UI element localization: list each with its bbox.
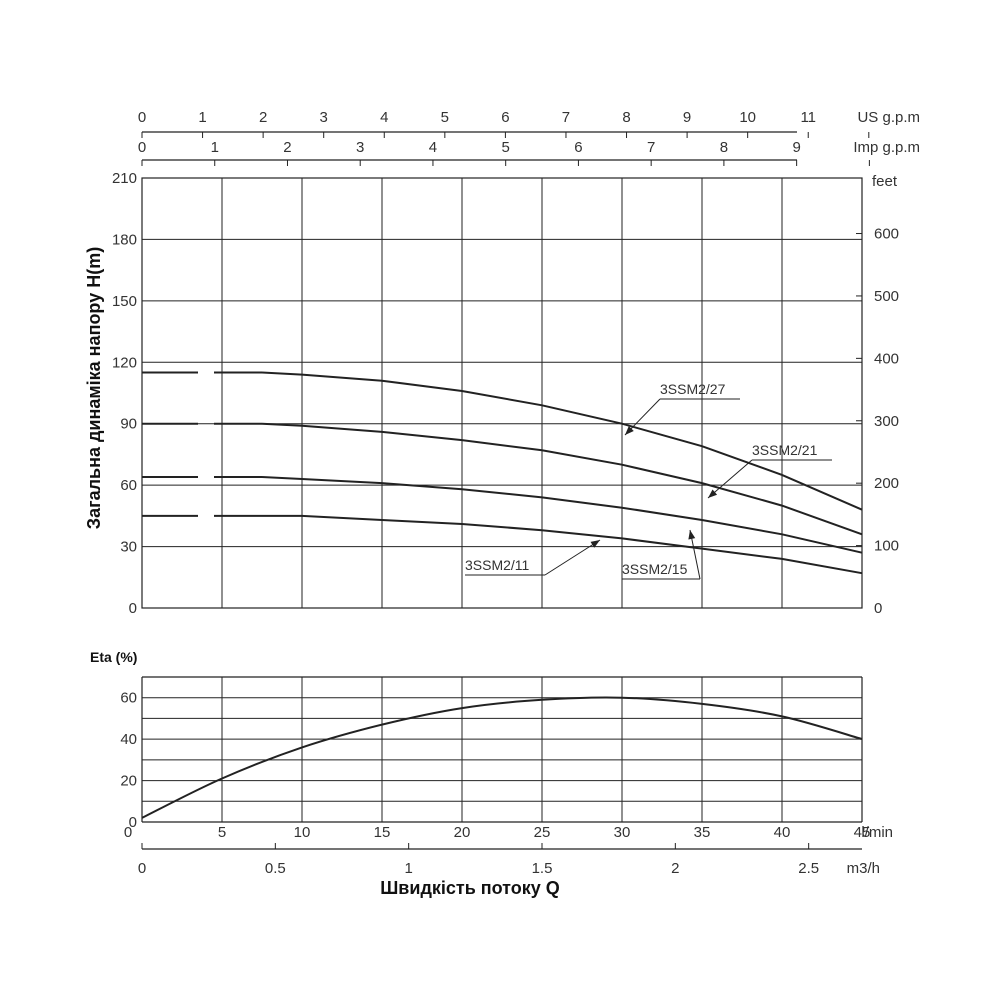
head-plot-frame: [142, 178, 862, 608]
feet-tick-label: 600: [874, 226, 899, 243]
lmin-tick-label: 15: [374, 824, 391, 841]
us-gpm-tick-label: 7: [562, 109, 570, 126]
imp-gpm-tick-label: 8: [720, 139, 728, 156]
imp-gpm-unit-label: Imp g.p.m: [853, 139, 920, 156]
head-y-tick-label: 90: [120, 416, 137, 433]
feet-tick-label: 100: [874, 538, 899, 555]
eta-y-tick-label: 60: [120, 690, 137, 707]
lmin-tick-label: 20: [454, 824, 471, 841]
us-gpm-tick-label: 8: [622, 109, 630, 126]
imp-gpm-tick-label: 5: [502, 139, 510, 156]
m3h-tick-label: 2.5: [798, 860, 819, 877]
us-gpm-tick-label: 9: [683, 109, 691, 126]
series-label-3ssm2-15: 3SSM2/15: [622, 561, 688, 577]
head-y-axis-title: Загальна динаміка напору H(m): [84, 247, 104, 529]
feet-tick-label: 300: [874, 413, 899, 430]
imp-gpm-tick-label: 9: [792, 139, 800, 156]
head-y-tick-label: 60: [120, 477, 137, 494]
eta-y-tick-label: 40: [120, 731, 137, 748]
series-label-3ssm2-27: 3SSM2/27: [660, 381, 726, 397]
series-label-3ssm2-11: 3SSM2/11: [465, 557, 530, 573]
head-y-tick-label: 210: [112, 170, 137, 187]
lmin-tick-label: 25: [534, 824, 551, 841]
eta-curve: [142, 697, 862, 817]
us-gpm-tick-label: 5: [441, 109, 449, 126]
us-gpm-tick-label: 11: [800, 109, 816, 126]
feet-tick-label: 200: [874, 475, 899, 492]
us-gpm-tick-label: 3: [320, 109, 328, 126]
lmin-unit-label: l/min: [861, 824, 893, 841]
us-gpm-tick-label: 2: [259, 109, 267, 126]
us-gpm-tick-label: 4: [380, 109, 388, 126]
head-y-tick-label: 30: [120, 539, 137, 556]
head-y-tick-label: 150: [112, 293, 137, 310]
m3h-tick-label: 0.5: [265, 860, 286, 877]
lmin-tick-label: 10: [294, 824, 311, 841]
imp-gpm-tick-label: 2: [283, 139, 291, 156]
lmin-tick-label: 30: [614, 824, 631, 841]
us-gpm-tick-label: 6: [501, 109, 509, 126]
head-y-tick-label: 0: [129, 600, 137, 617]
imp-gpm-tick-label: 3: [356, 139, 364, 156]
us-gpm-tick-label: 0: [138, 109, 146, 126]
m3h-tick-label: 2: [671, 860, 679, 877]
m3h-tick-label: 1.5: [532, 860, 553, 877]
lmin-tick-label: 40: [774, 824, 791, 841]
lmin-tick-label: 5: [218, 824, 226, 841]
head-y-tick-label: 180: [112, 231, 137, 248]
us-gpm-unit-label: US g.p.m: [857, 109, 920, 126]
x-axis-title: Швидкість потоку Q: [380, 878, 560, 898]
us-gpm-tick-label: 10: [739, 109, 756, 126]
series-label-leader: [545, 540, 600, 575]
m3h-unit-label: m3/h: [847, 860, 880, 877]
us-gpm-tick-label: 1: [198, 109, 206, 126]
imp-gpm-tick-label: 6: [574, 139, 582, 156]
feet-unit-label: feet: [872, 173, 898, 190]
lmin-tick-label: 0: [124, 824, 132, 841]
series-label-arrowhead: [688, 530, 695, 540]
m3h-tick-label: 1: [404, 860, 412, 877]
lmin-tick-label: 35: [694, 824, 711, 841]
eta-y-axis-title: Eta (%): [90, 649, 137, 665]
series-label-3ssm2-21: 3SSM2/21: [752, 442, 818, 458]
head-curve-3ssm2-15: [262, 477, 862, 553]
m3h-tick-label: 0: [138, 860, 146, 877]
imp-gpm-tick-label: 0: [138, 139, 146, 156]
imp-gpm-tick-label: 1: [211, 139, 219, 156]
imp-gpm-tick-label: 4: [429, 139, 437, 156]
feet-tick-label: 500: [874, 288, 899, 305]
feet-tick-label: 0: [874, 600, 882, 617]
feet-tick-label: 400: [874, 350, 899, 367]
head-y-tick-label: 120: [112, 354, 137, 371]
eta-y-tick-label: 20: [120, 773, 137, 790]
imp-gpm-tick-label: 7: [647, 139, 655, 156]
